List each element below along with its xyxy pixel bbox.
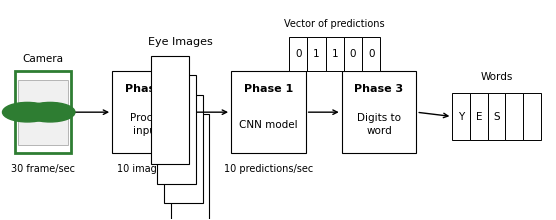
Text: 30 frame/sec: 30 frame/sec <box>11 164 75 174</box>
Text: Words: Words <box>480 72 513 82</box>
Text: Eye Images: Eye Images <box>148 37 212 47</box>
Text: Camera: Camera <box>22 54 63 64</box>
Text: 1: 1 <box>331 49 338 59</box>
Bar <box>307 37 326 71</box>
Bar <box>18 80 68 145</box>
Text: Phase 1: Phase 1 <box>244 84 293 94</box>
Bar <box>326 37 344 71</box>
Bar <box>488 93 505 140</box>
Text: CNN model: CNN model <box>239 119 297 130</box>
Bar <box>505 93 523 140</box>
Text: 0: 0 <box>368 49 375 59</box>
Bar <box>164 95 203 204</box>
Text: Phase 1: Phase 1 <box>125 84 174 94</box>
Text: 0: 0 <box>295 49 301 59</box>
Text: 10 predictions/sec: 10 predictions/sec <box>224 164 313 174</box>
Bar <box>452 93 470 140</box>
Text: E: E <box>475 112 482 121</box>
Circle shape <box>25 102 75 122</box>
Bar <box>523 93 541 140</box>
Text: Phase 3: Phase 3 <box>354 84 404 94</box>
Bar <box>15 71 71 153</box>
Text: 10 image/sec: 10 image/sec <box>117 164 182 174</box>
Bar <box>157 75 196 184</box>
Text: 0: 0 <box>350 49 356 59</box>
Bar <box>231 71 306 153</box>
Bar <box>344 37 362 71</box>
Circle shape <box>2 102 52 122</box>
Text: Digits to
word: Digits to word <box>357 113 401 136</box>
Bar <box>171 114 210 220</box>
Text: S: S <box>493 112 500 121</box>
Bar <box>470 93 488 140</box>
Text: 1: 1 <box>313 49 320 59</box>
Text: Y: Y <box>458 112 464 121</box>
Bar <box>341 71 416 153</box>
Bar <box>112 71 187 153</box>
Bar <box>151 56 190 164</box>
Bar <box>362 37 380 71</box>
Bar <box>289 37 307 71</box>
Text: Process
inputs: Process inputs <box>130 113 169 136</box>
Text: Vector of predictions: Vector of predictions <box>284 18 385 29</box>
